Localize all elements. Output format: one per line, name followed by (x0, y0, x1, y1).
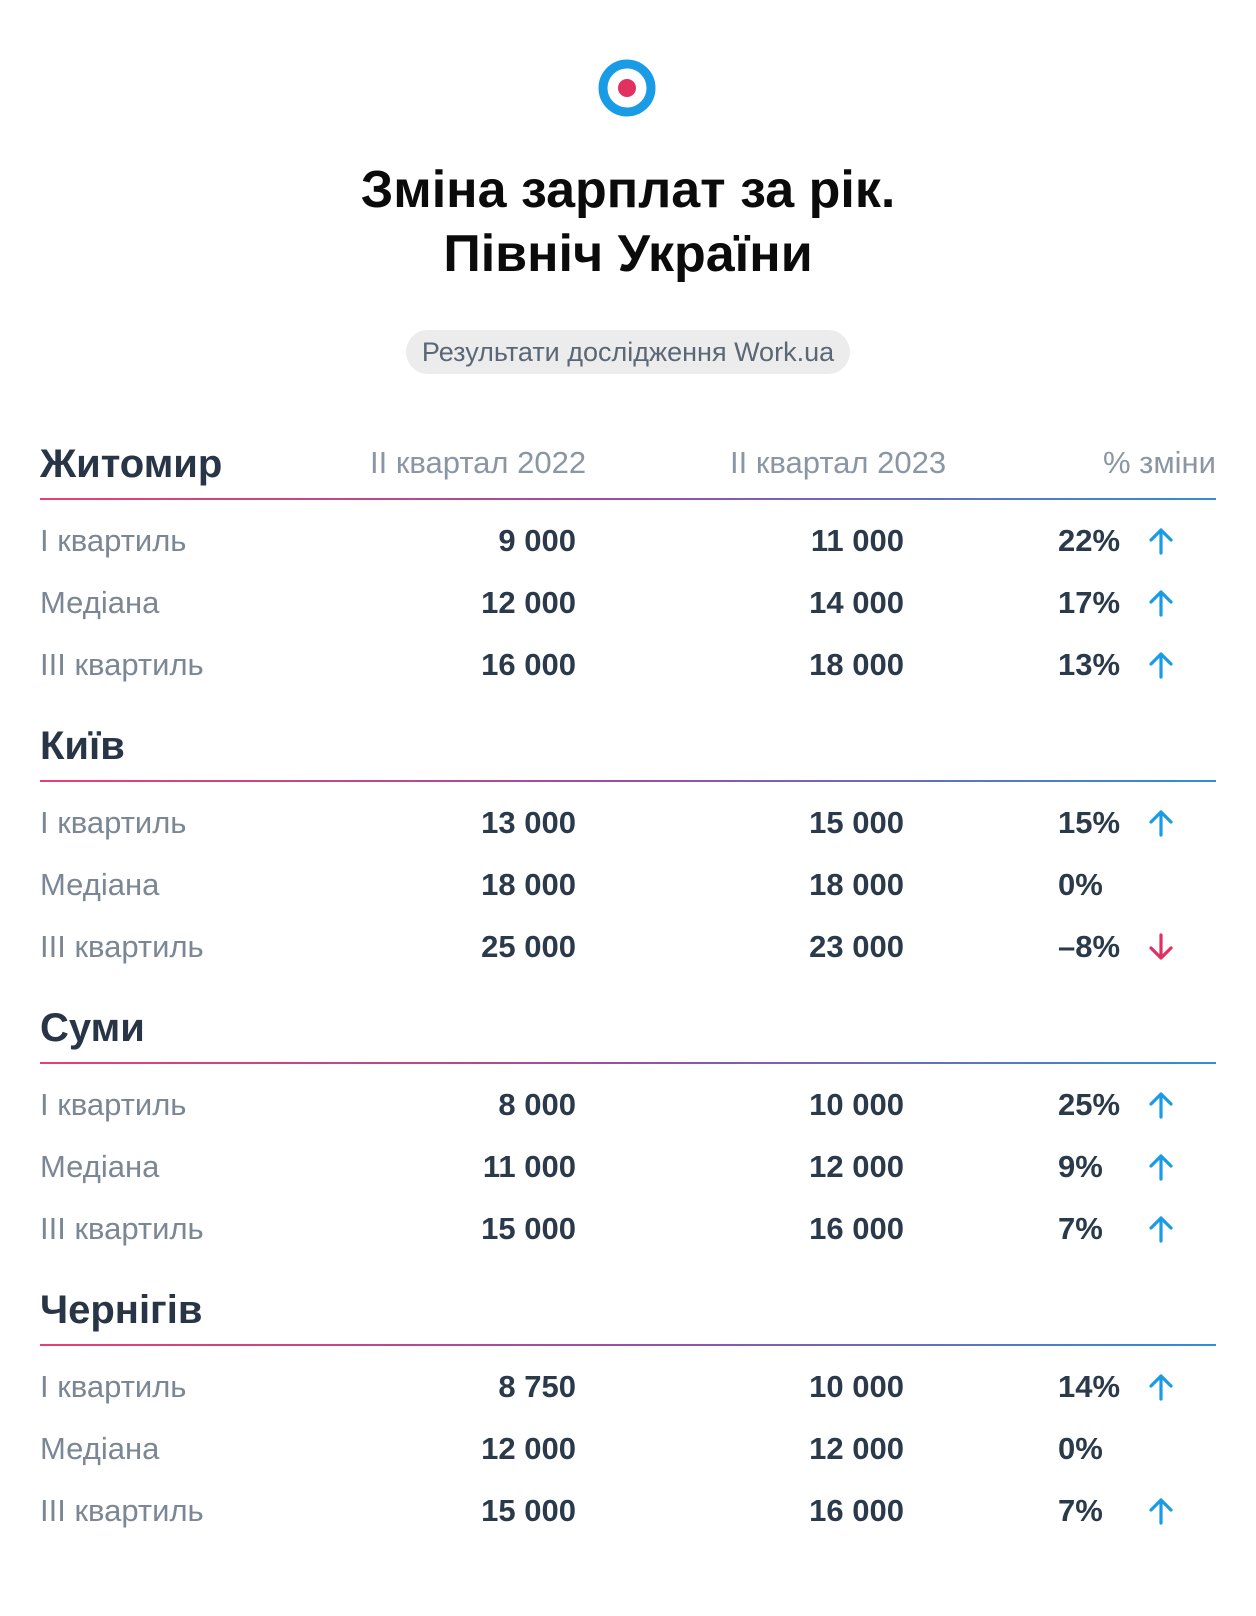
arrow-up-icon (1144, 522, 1178, 560)
column-header-q2-2023: II квартал 2023 (730, 445, 947, 480)
section-divider (40, 498, 1216, 500)
arrow-up-icon (1144, 1210, 1178, 1248)
value-q2-2022: 15 000 (481, 1493, 576, 1528)
change-percent: 7% (1058, 1493, 1103, 1528)
row-label: I квартиль (40, 1087, 187, 1122)
city-section: Житомир II квартал 2022 II квартал 2023 % з… (40, 430, 1216, 712)
source-badge: Результати дослідження Work.ua (405, 330, 851, 374)
change-percent: 25% (1058, 1087, 1121, 1122)
column-header-q2-2022: II квартал 2022 (370, 445, 587, 480)
change-percent: 9% (1058, 1149, 1103, 1184)
city-rows: I квартиль 8 750 10 000 14% Медіана 12 000 12 … (40, 1346, 1216, 1558)
change-percent: 0% (1058, 867, 1103, 902)
section-divider (40, 1062, 1216, 1064)
city-rows: I квартиль 8 000 10 000 25% Медіана 11 000 12 … (40, 1064, 1216, 1276)
page-title-line1: Зміна зарплат за рік. (360, 161, 896, 219)
row-label: Медіана (40, 867, 160, 902)
arrow-up-icon (1144, 1492, 1178, 1530)
table-row: I квартиль 9 000 11 000 22% (40, 510, 1216, 572)
row-label: III квартиль (40, 1211, 204, 1246)
change-percent: 14% (1058, 1369, 1121, 1404)
row-label: I квартиль (40, 805, 187, 840)
row-label: I квартиль (40, 1369, 187, 1404)
value-q2-2022: 13 000 (481, 805, 576, 840)
arrow-up-icon (1144, 646, 1178, 684)
value-q2-2023: 16 000 (809, 1493, 904, 1528)
city-section: Чернігів I квартиль 8 750 10 000 14% Медіана 1… (40, 1276, 1216, 1558)
value-q2-2022: 9 000 (498, 523, 576, 558)
table-row: III квартиль 15 000 16 000 7% (40, 1480, 1216, 1542)
city-header: Житомир II квартал 2022 II квартал 2023 % з… (40, 430, 1216, 498)
change-percent: 0% (1058, 1431, 1103, 1466)
city-name: Житомир (40, 442, 223, 486)
value-q2-2022: 15 000 (481, 1211, 576, 1246)
row-label: III квартиль (40, 647, 204, 682)
value-q2-2022: 12 000 (481, 585, 576, 620)
page-title-line2: Північ України (443, 225, 813, 283)
change-percent: 15% (1058, 805, 1121, 840)
value-q2-2023: 14 000 (809, 585, 904, 620)
arrow-up-icon (1144, 584, 1178, 622)
table-row: Медіана 12 000 12 000 0% (40, 1418, 1216, 1480)
table-row: I квартиль 8 000 10 000 25% (40, 1074, 1216, 1136)
value-q2-2022: 8 750 (498, 1369, 576, 1404)
arrow-up-icon (1144, 804, 1178, 842)
value-q2-2022: 18 000 (481, 867, 576, 902)
section-divider (40, 780, 1216, 782)
table-row: I квартиль 13 000 15 000 15% (40, 792, 1216, 854)
change-percent: 13% (1058, 647, 1121, 682)
change-percent: 7% (1058, 1211, 1103, 1246)
value-q2-2023: 18 000 (809, 867, 904, 902)
value-q2-2022: 12 000 (481, 1431, 576, 1466)
city-name: Чернігів (40, 1288, 203, 1332)
table-row: Медіана 18 000 18 000 0% (40, 854, 1216, 916)
salary-table: Житомир II квартал 2022 II квартал 2023 % з… (40, 430, 1216, 1558)
value-q2-2023: 23 000 (809, 929, 904, 964)
row-label: III квартиль (40, 929, 204, 964)
value-q2-2022: 8 000 (498, 1087, 576, 1122)
city-rows: I квартиль 9 000 11 000 22% Медіана 12 000 14 … (40, 500, 1216, 712)
arrow-up-icon (1144, 1368, 1178, 1406)
city-name: Київ (40, 724, 125, 768)
value-q2-2023: 11 000 (810, 523, 904, 558)
arrow-up-icon (1144, 1148, 1178, 1186)
value-q2-2022: 11 000 (482, 1149, 576, 1184)
row-label: I квартиль (40, 523, 187, 558)
value-q2-2023: 12 000 (809, 1149, 904, 1184)
value-q2-2022: 16 000 (481, 647, 576, 682)
arrow-up-icon (1144, 1086, 1178, 1124)
value-q2-2022: 25 000 (481, 929, 576, 964)
change-percent: 22% (1058, 523, 1121, 558)
page-title: Зміна зарплат за рік. Північ України (0, 158, 1256, 286)
workua-logo-icon (597, 58, 657, 118)
city-header: Чернігів (40, 1276, 1216, 1344)
change-percent: –8% (1058, 929, 1121, 964)
value-q2-2023: 18 000 (809, 647, 904, 682)
table-row: I квартиль 8 750 10 000 14% (40, 1356, 1216, 1418)
city-section: Суми I квартиль 8 000 10 000 25% Медіана 11 00… (40, 994, 1216, 1276)
table-row: Медіана 11 000 12 000 9% (40, 1136, 1216, 1198)
city-rows: I квартиль 13 000 15 000 15% Медіана 18 000 18… (40, 782, 1216, 994)
city-header: Київ (40, 712, 1216, 780)
row-label: Медіана (40, 585, 160, 620)
value-q2-2023: 10 000 (809, 1087, 904, 1122)
value-q2-2023: 12 000 (809, 1431, 904, 1466)
table-row: III квартиль 15 000 16 000 7% (40, 1198, 1216, 1260)
city-header: Суми (40, 994, 1216, 1062)
arrow-down-icon (1144, 928, 1178, 966)
value-q2-2023: 16 000 (809, 1211, 904, 1246)
city-section: Київ I квартиль 13 000 15 000 15% Медіана 18 0… (40, 712, 1216, 994)
value-q2-2023: 15 000 (809, 805, 904, 840)
table-row: Медіана 12 000 14 000 17% (40, 572, 1216, 634)
row-label: Медіана (40, 1431, 160, 1466)
city-name: Суми (40, 1006, 145, 1050)
row-label: III квартиль (40, 1493, 204, 1528)
section-divider (40, 1344, 1216, 1346)
change-percent: 17% (1058, 585, 1121, 620)
table-row: III квартиль 16 000 18 000 13% (40, 634, 1216, 696)
column-header-change: % зміни (1102, 445, 1216, 480)
table-row: III квартиль 25 000 23 000 –8% (40, 916, 1216, 978)
value-q2-2023: 10 000 (809, 1369, 904, 1404)
row-label: Медіана (40, 1149, 160, 1184)
